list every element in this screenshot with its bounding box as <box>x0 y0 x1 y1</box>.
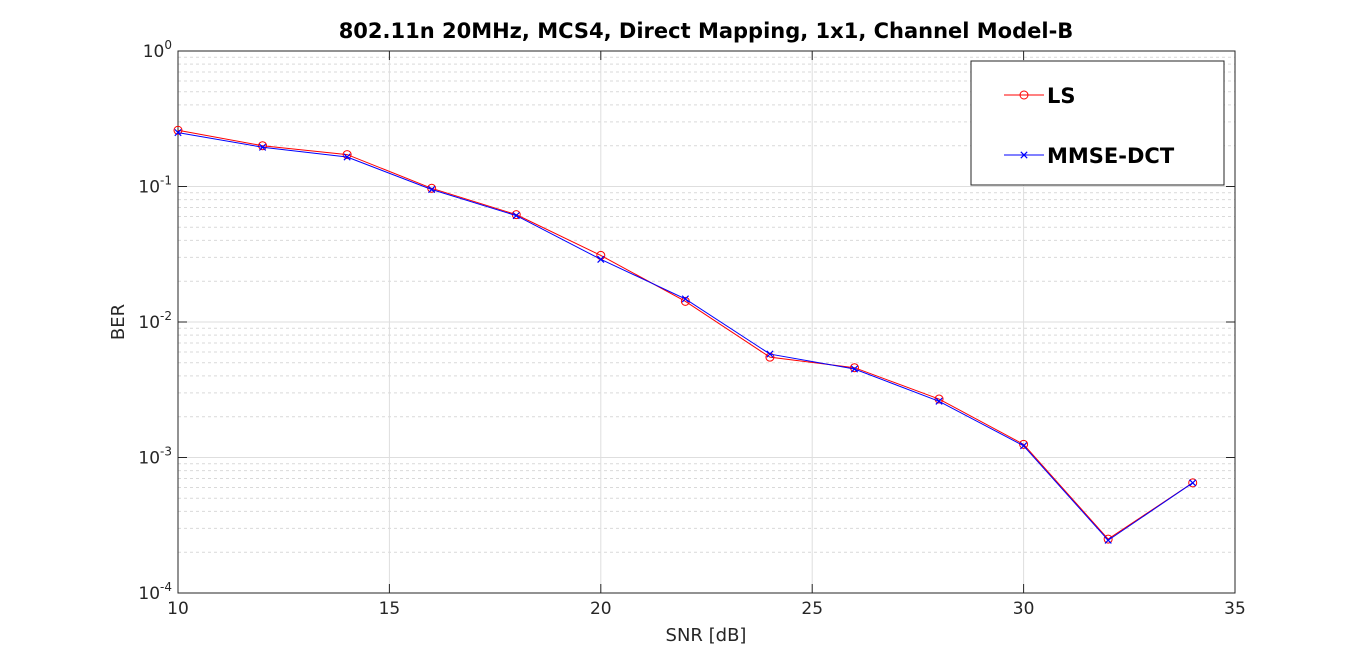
data-point-mmse-dct <box>258 143 267 151</box>
data-point-mmse-dct <box>174 128 182 137</box>
data-point-ls <box>1188 478 1198 488</box>
legend: LS MMSE-DCT <box>970 60 1225 186</box>
data-point-mmse-dct <box>512 211 520 220</box>
data-point-mmse-dct <box>1189 479 1197 487</box>
x-tick-label: 10 <box>167 599 189 619</box>
y-tick-label: 100 <box>143 38 172 62</box>
legend-marker <box>1020 151 1028 159</box>
data-point-mmse-dct <box>850 365 859 373</box>
data-point-mmse-dct <box>1104 536 1112 544</box>
data-point-mmse-dct <box>428 185 436 194</box>
y-axis: 100 10-1 10-2 10-3 10-4 <box>138 38 1235 604</box>
x-tick-label: 15 <box>379 599 401 619</box>
x-axis-label: SNR [dB] <box>666 625 747 646</box>
y-tick-label: 10-4 <box>138 580 172 604</box>
x-tick-label: 35 <box>1224 599 1246 619</box>
data-point-mmse-dct <box>597 255 605 263</box>
x-axis: 10 15 20 25 30 35 <box>167 51 1246 619</box>
y-tick-label: 10-2 <box>138 309 172 333</box>
y-axis-label: BER <box>108 304 129 340</box>
series-line-ls <box>177 129 1193 540</box>
x-tick-label: 20 <box>590 599 612 619</box>
data-point-ls <box>1103 534 1113 544</box>
legend-entry-mmse-dct: MMSE-DCT <box>1004 144 1175 168</box>
series-mmse-dct <box>174 128 1197 544</box>
x-tick-label: 25 <box>801 599 823 619</box>
chart-title: 802.11n 20MHz, MCS4, Direct Mapping, 1x1… <box>339 19 1074 43</box>
minor-grid <box>178 56 1235 553</box>
legend-label: MMSE-DCT <box>1047 144 1175 168</box>
data-point-ls <box>1019 439 1029 449</box>
data-point-mmse-dct <box>681 295 689 303</box>
data-point-ls <box>258 141 268 151</box>
data-point-mmse-dct <box>343 153 351 161</box>
data-point-mmse-dct <box>766 350 774 358</box>
data-point-mmse-dct <box>1019 442 1028 450</box>
data-point-ls <box>173 125 183 135</box>
y-tick-label: 10-1 <box>138 174 172 198</box>
data-point-ls <box>934 394 944 404</box>
y-tick-label: 10-3 <box>138 445 172 469</box>
x-tick-label: 30 <box>1013 599 1035 619</box>
legend-box <box>970 60 1225 186</box>
series-layer <box>173 125 1198 544</box>
legend-label: LS <box>1047 84 1076 108</box>
legend-entry-ls: LS <box>1004 84 1076 108</box>
legend-marker <box>1019 90 1029 100</box>
data-point-ls <box>342 150 352 160</box>
data-point-ls <box>765 352 775 362</box>
data-point-ls <box>849 363 859 373</box>
data-point-mmse-dct <box>935 397 943 405</box>
